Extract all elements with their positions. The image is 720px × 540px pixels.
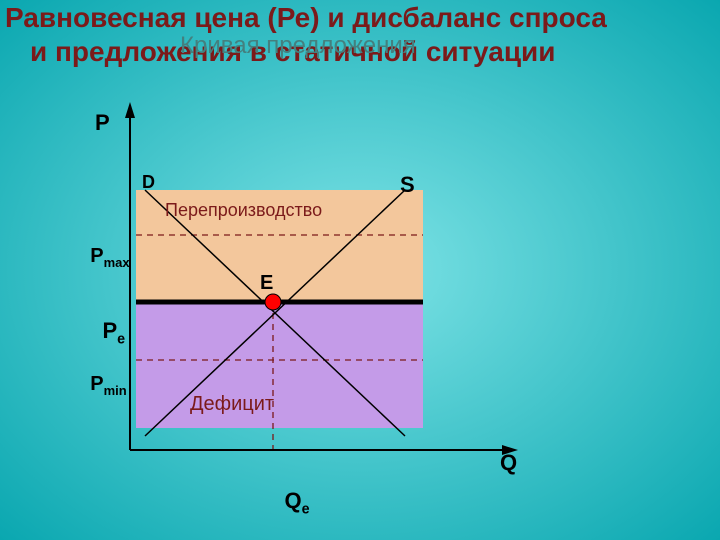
y-axis-arrow bbox=[125, 102, 135, 118]
pmax-main: P bbox=[90, 245, 103, 267]
demand-label: D bbox=[142, 172, 155, 193]
pmax-label: Pmax bbox=[68, 222, 130, 293]
qe-main: Q bbox=[284, 488, 301, 513]
overproduction-label: Перепроизводство bbox=[165, 200, 322, 221]
deficit-label: Дефицит bbox=[190, 393, 274, 416]
y-axis-label: P bbox=[95, 110, 110, 136]
pmin-sub: min bbox=[104, 383, 127, 398]
supply-label: S bbox=[400, 172, 415, 198]
pmin-label: Pmin bbox=[68, 350, 127, 421]
x-axis-label: Q bbox=[500, 450, 517, 476]
pmax-sub: max bbox=[104, 255, 130, 270]
pmin-main: P bbox=[90, 373, 103, 395]
deficit-region bbox=[136, 302, 423, 428]
pe-main: Р bbox=[102, 318, 117, 343]
equilibrium-point bbox=[265, 294, 281, 310]
qe-label: Qe bbox=[260, 462, 310, 540]
qe-sub: e bbox=[302, 501, 310, 517]
slide-root: Равновесная цена (Ре) и дисбаланс спроса… bbox=[0, 0, 720, 540]
equilibrium-label: E bbox=[260, 272, 273, 295]
pe-sub: е bbox=[117, 331, 125, 347]
